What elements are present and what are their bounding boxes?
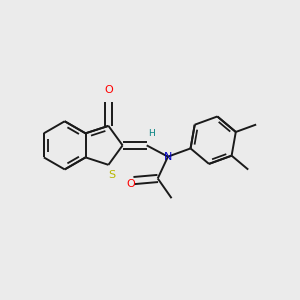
Text: S: S: [108, 170, 115, 180]
Text: O: O: [104, 85, 113, 95]
Text: H: H: [148, 129, 155, 138]
Text: O: O: [126, 178, 135, 189]
Text: N: N: [164, 152, 172, 162]
